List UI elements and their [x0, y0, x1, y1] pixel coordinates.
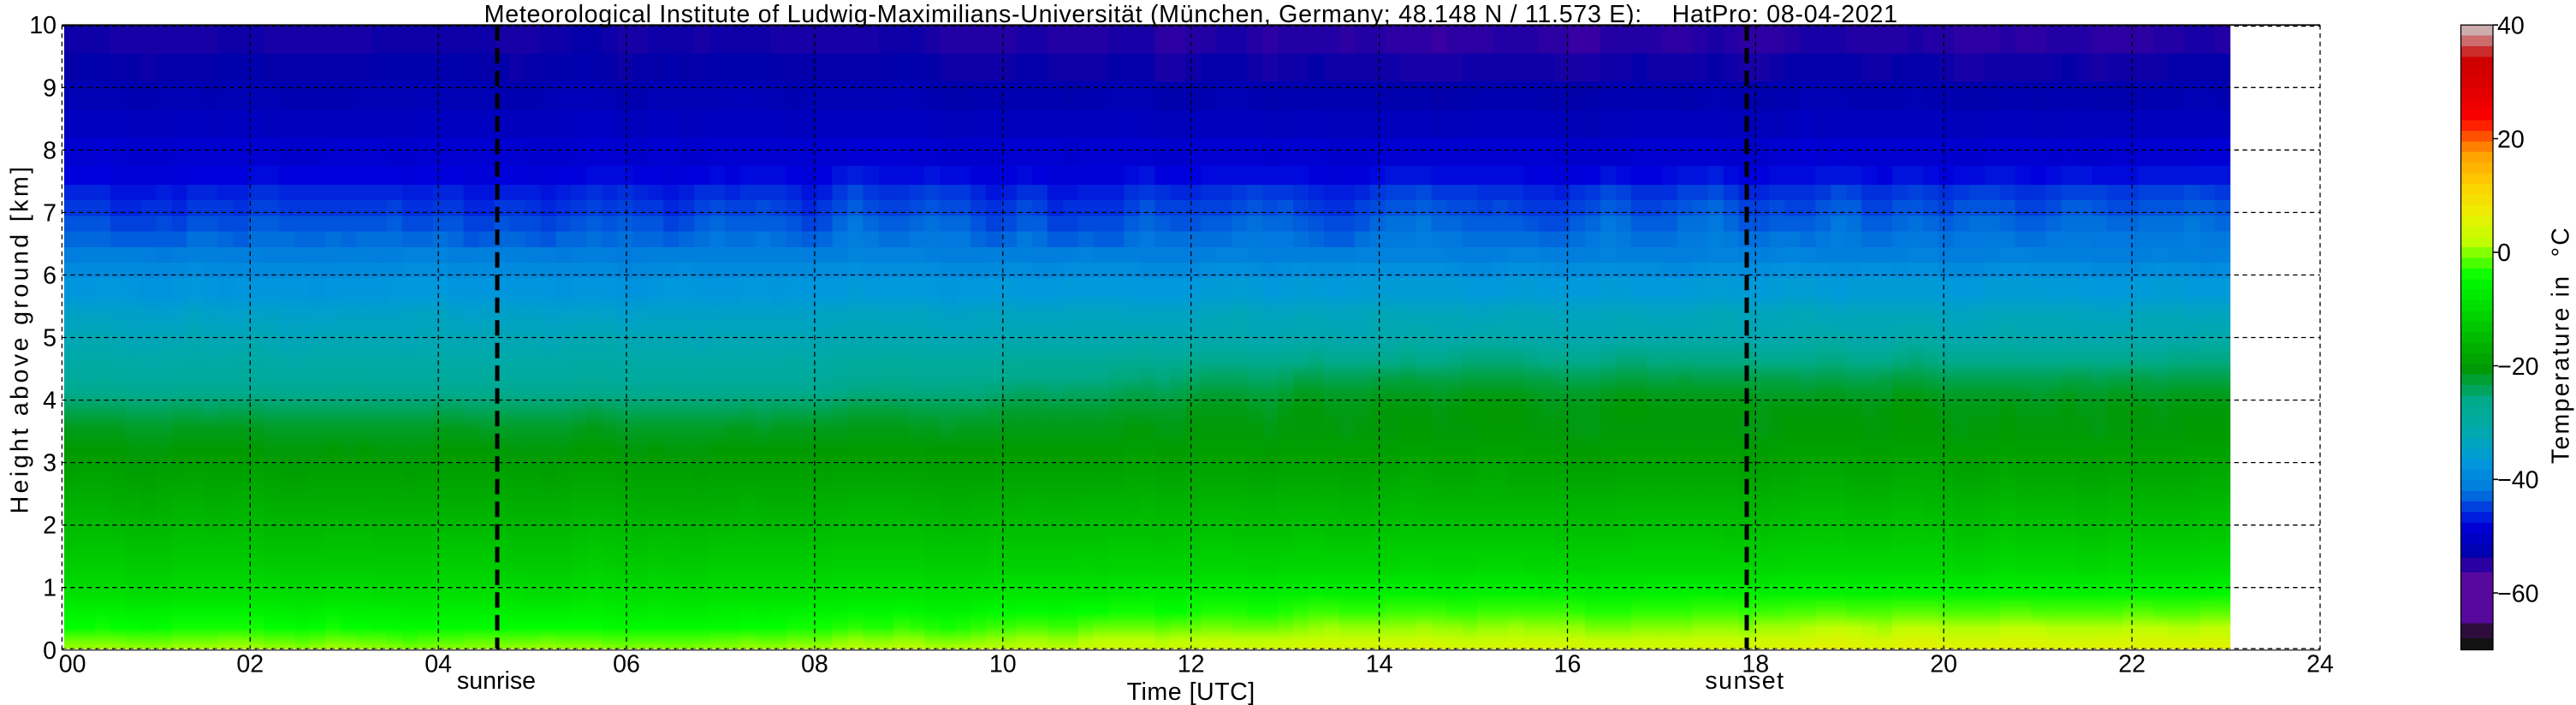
svg-text:5: 5 [43, 325, 56, 352]
svg-text:sunset: sunset [1705, 667, 1784, 695]
svg-text:4: 4 [43, 388, 56, 415]
svg-text:04: 04 [424, 650, 452, 678]
svg-text:16: 16 [1554, 650, 1582, 678]
svg-text:08: 08 [801, 650, 828, 678]
svg-text:00: 00 [59, 650, 86, 678]
svg-text:40: 40 [2497, 13, 2525, 40]
svg-text:3: 3 [43, 450, 56, 477]
svg-text:Height above ground [km]: Height above ground [km] [7, 163, 34, 513]
svg-text:10: 10 [989, 650, 1017, 678]
svg-text:Time [UTC]: Time [UTC] [1127, 678, 1255, 705]
svg-text:06: 06 [613, 650, 640, 678]
svg-text:6: 6 [43, 262, 56, 289]
svg-text:9: 9 [43, 74, 56, 102]
svg-text:12: 12 [1178, 650, 1205, 678]
svg-text:0: 0 [43, 637, 56, 665]
svg-text:18: 18 [1742, 650, 1769, 678]
svg-text:2: 2 [43, 512, 56, 540]
svg-text:14: 14 [1366, 650, 1393, 678]
svg-text:20: 20 [1930, 650, 1957, 678]
svg-text:7: 7 [43, 199, 56, 227]
svg-text:−40: −40 [2497, 467, 2539, 495]
svg-text:Temperature in °C: Temperature in °C [2548, 226, 2575, 464]
svg-text:20: 20 [2497, 126, 2525, 153]
svg-text:10: 10 [29, 12, 56, 39]
svg-text:24: 24 [2306, 650, 2334, 678]
svg-text:−20: −20 [2497, 353, 2539, 381]
svg-text:Meteorological Institute of Lu: Meteorological Institute of Ludwig-Maxim… [484, 1, 1898, 28]
svg-text:1: 1 [43, 575, 56, 602]
svg-text:0: 0 [2497, 240, 2511, 267]
svg-text:22: 22 [2118, 650, 2146, 678]
svg-text:−60: −60 [2497, 580, 2539, 607]
svg-text:sunrise: sunrise [457, 667, 536, 695]
svg-text:8: 8 [43, 137, 56, 164]
svg-text:02: 02 [236, 650, 264, 678]
